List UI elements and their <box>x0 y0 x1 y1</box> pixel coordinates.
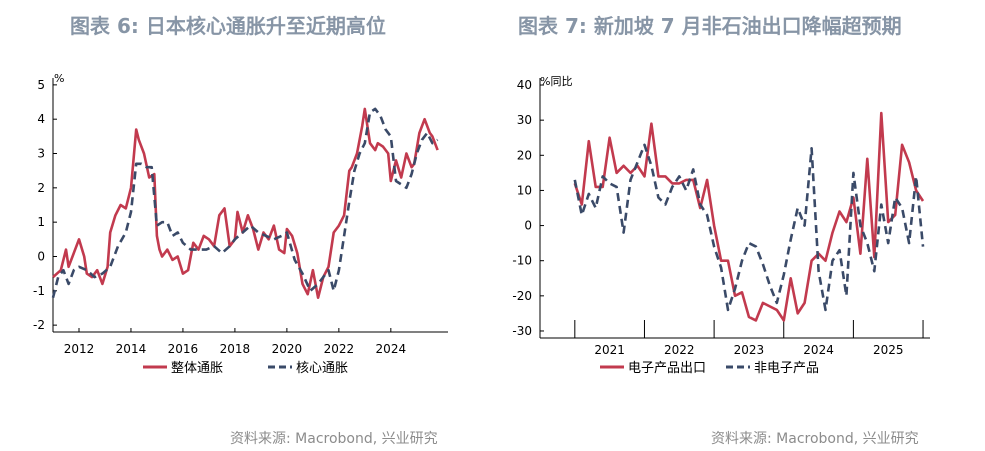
source-note-right: 资料来源: Macrobond, 兴业研究 <box>711 431 919 447</box>
right-y-tick-label: 0 <box>524 219 532 233</box>
left-x-tick-label: 2022 <box>324 342 355 356</box>
left-x-tick-label: 2020 <box>272 342 303 356</box>
left-y-tick-label: 5 <box>37 78 45 92</box>
left-y-tick-label: 1 <box>37 215 45 229</box>
right-y-tick-label: 20 <box>517 148 532 162</box>
left-y-tick-label: 4 <box>37 112 45 126</box>
right-y-tick-label: 40 <box>517 78 532 92</box>
left-unit-label: % <box>54 72 64 85</box>
left-y-tick-label: -2 <box>33 318 45 332</box>
left-series-line-2 <box>51 107 439 299</box>
left-x-tick-label: 2012 <box>64 342 95 356</box>
right-unit-label: %同比 <box>540 75 572 88</box>
right-x-tick-label: 2024 <box>803 343 834 357</box>
chart-title-right: 图表 7: 新加坡 7 月非石油出口降幅超预期 <box>518 14 902 38</box>
right-legend-label-2: 非电子产品 <box>754 361 819 376</box>
left-legend-label-1: 整体通胀 <box>171 361 223 376</box>
left-legend-label-2: 核心通胀 <box>296 361 348 376</box>
left-x-tick-label: 2024 <box>376 342 407 356</box>
left-y-tick-label: 2 <box>37 181 45 195</box>
left-series-line-1 <box>52 107 439 300</box>
source-note-left: 资料来源: Macrobond, 兴业研究 <box>230 431 438 447</box>
left-y-tick-label: 3 <box>37 147 45 161</box>
left-x-tick-label: 2014 <box>116 342 147 356</box>
right-y-tick-label: 10 <box>517 183 532 197</box>
left-x-tick-label: 2018 <box>220 342 251 356</box>
right-x-tick-label: 2023 <box>734 343 765 357</box>
right-y-tick-label: -20 <box>512 289 532 303</box>
right-y-tick-label: 30 <box>517 113 532 127</box>
right-legend-label-1: 电子产品出口 <box>628 361 706 376</box>
right-series-line-2 <box>573 143 925 312</box>
right-y-tick-label: -10 <box>512 254 532 268</box>
left-y-tick-label: -1 <box>33 284 45 298</box>
right-x-tick-label: 2021 <box>594 343 625 357</box>
left-y-tick-label: 0 <box>37 249 45 263</box>
right-series-line-1 <box>573 111 925 322</box>
left-x-tick-label: 2016 <box>168 342 199 356</box>
chart-title-left: 图表 6: 日本核心通胀升至近期高位 <box>70 14 386 38</box>
right-x-tick-label: 2022 <box>664 343 695 357</box>
right-y-tick-label: -30 <box>512 324 532 338</box>
right-x-tick-label: 2025 <box>873 343 904 357</box>
